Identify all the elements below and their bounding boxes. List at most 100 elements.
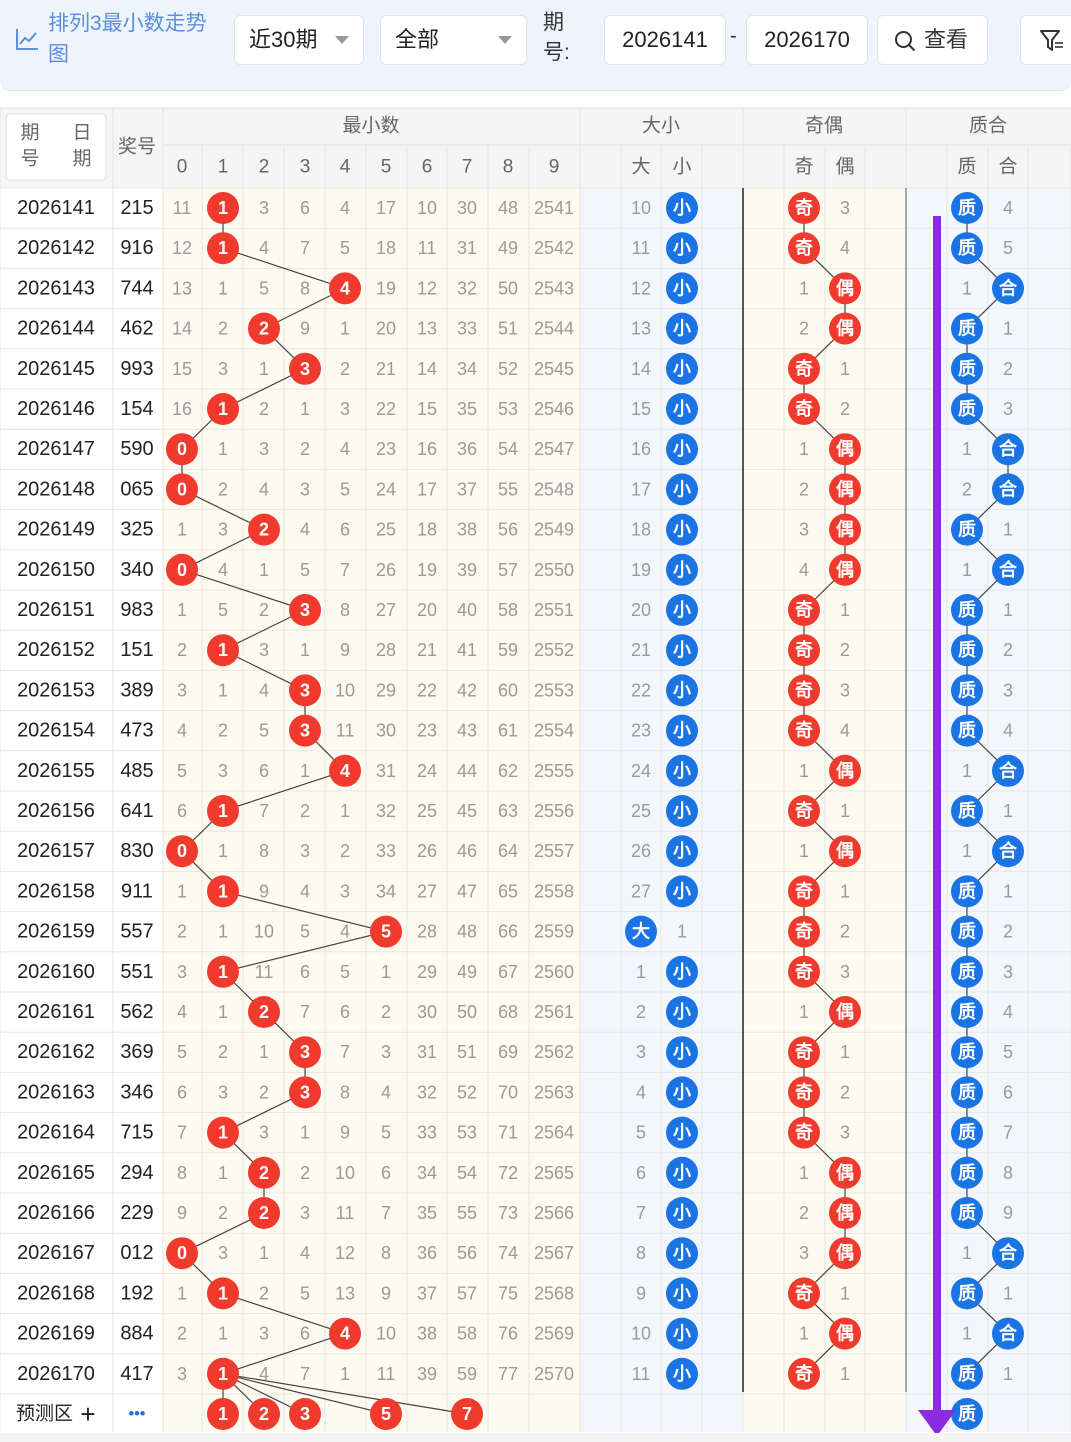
parity-ball bbox=[788, 1036, 820, 1069]
miss-count: 2548 bbox=[534, 479, 574, 499]
view-button[interactable]: 查看 bbox=[877, 15, 988, 65]
parity-ball-label: 奇 bbox=[795, 679, 813, 700]
prime-miss-count: 1 bbox=[1003, 520, 1013, 540]
miss-count: 3 bbox=[340, 399, 350, 419]
trend-line bbox=[222, 890, 387, 933]
size-ball-label: 小 bbox=[673, 1324, 691, 1344]
miss-count: 6 bbox=[300, 198, 310, 218]
trend-line bbox=[222, 1333, 346, 1375]
miss-count: 62 bbox=[498, 761, 518, 781]
miss-count: 3 bbox=[259, 1324, 269, 1344]
miss-count: 2559 bbox=[534, 922, 574, 942]
miss-count: 1 bbox=[340, 1364, 350, 1384]
issue-number: 2026158 bbox=[17, 880, 95, 902]
min-digit-ball bbox=[248, 996, 280, 1028]
issue-number: 2026157 bbox=[17, 840, 95, 862]
miss-count: 49 bbox=[498, 238, 518, 258]
miss-count: 2 bbox=[218, 1203, 228, 1223]
prediction-ball-label: 2 bbox=[259, 1404, 269, 1424]
miss-count: 33 bbox=[376, 841, 396, 861]
prime-col-header: 质 bbox=[957, 156, 976, 178]
miss-count: 27 bbox=[417, 881, 437, 901]
miss-count: 1 bbox=[177, 520, 187, 540]
parity-miss-count: 1 bbox=[840, 600, 850, 620]
more-icon[interactable]: ••• bbox=[129, 1406, 146, 1423]
miss-count: 6 bbox=[300, 962, 310, 982]
prime-miss-count: 1 bbox=[962, 841, 972, 861]
prime-ball-label: 合 bbox=[999, 760, 1018, 781]
miss-count: 55 bbox=[498, 479, 518, 499]
miss-count: 33 bbox=[457, 319, 477, 339]
miss-count: 2 bbox=[177, 640, 187, 660]
parity-ball bbox=[788, 192, 820, 224]
miss-count: 1 bbox=[340, 801, 350, 821]
parity-ball-label: 奇 bbox=[795, 1363, 813, 1384]
prime-ball bbox=[951, 513, 983, 546]
prime-ball bbox=[992, 754, 1024, 787]
prediction-ball bbox=[248, 1398, 280, 1430]
prize-number: 916 bbox=[120, 237, 153, 259]
miss-count: 53 bbox=[498, 399, 518, 419]
prime-ball-label: 质 bbox=[958, 922, 976, 942]
miss-count: 1 bbox=[381, 962, 391, 982]
date-col-header-1: 日 bbox=[72, 123, 91, 144]
miss-count: 2 bbox=[177, 922, 187, 942]
miss-count: 3 bbox=[259, 439, 269, 459]
min-digit-ball bbox=[329, 1317, 361, 1350]
miss-count: 1 bbox=[259, 1243, 269, 1263]
prime-ball-label: 合 bbox=[999, 1323, 1018, 1344]
size-ball bbox=[625, 915, 657, 948]
digit-col-header: 1 bbox=[218, 157, 229, 178]
parity-miss-count: 1 bbox=[840, 359, 850, 379]
miss-count: 50 bbox=[457, 1002, 477, 1022]
prize-number: 993 bbox=[120, 358, 153, 380]
prediction-ball-label: 5 bbox=[381, 1404, 391, 1424]
digit-col-header: 9 bbox=[549, 157, 560, 178]
miss-count: 4 bbox=[259, 238, 269, 258]
miss-count: 16 bbox=[172, 399, 192, 419]
parity-ball-label: 偶 bbox=[836, 760, 854, 781]
miss-count: 2546 bbox=[534, 399, 574, 419]
size-ball-label: 小 bbox=[673, 761, 691, 781]
prime-ball-label: 质 bbox=[958, 962, 976, 982]
parity-ball-label: 奇 bbox=[795, 921, 813, 942]
issue-to-input[interactable]: 2026170 bbox=[746, 15, 868, 65]
size-miss-count: 2 bbox=[636, 1002, 646, 1022]
miss-count: 2542 bbox=[534, 238, 574, 258]
min-digit-ball-label: 4 bbox=[340, 761, 350, 781]
type-select-value: 全部 bbox=[395, 27, 440, 52]
issue-number: 2026141 bbox=[17, 197, 95, 219]
miss-count: 4 bbox=[218, 560, 228, 580]
prediction-add-button[interactable]: + bbox=[80, 1399, 95, 1429]
prize-number: 340 bbox=[120, 559, 153, 581]
miss-count: 2545 bbox=[534, 359, 574, 379]
miss-count: 2553 bbox=[534, 680, 574, 700]
size-miss-count: 25 bbox=[631, 801, 651, 821]
parity-miss-count: 1 bbox=[840, 881, 850, 901]
miss-count: 3 bbox=[218, 1243, 228, 1263]
parity-miss-count: 4 bbox=[799, 560, 809, 580]
parity-miss-count: 3 bbox=[799, 1243, 809, 1263]
trend-line bbox=[222, 247, 346, 289]
prime-miss-count: 3 bbox=[1003, 680, 1013, 700]
miss-count: 10 bbox=[335, 680, 355, 700]
size-miss-count: 7 bbox=[636, 1203, 646, 1223]
filter-button[interactable] bbox=[1020, 15, 1071, 65]
parity-ball bbox=[788, 634, 820, 667]
prime-ball-label: 质 bbox=[958, 1002, 976, 1022]
range-select[interactable]: 近30期 bbox=[234, 15, 364, 65]
prime-ball bbox=[951, 312, 983, 345]
type-select[interactable]: 全部 bbox=[380, 15, 527, 65]
prime-ball bbox=[951, 955, 983, 988]
miss-count: 56 bbox=[457, 1243, 477, 1263]
size-ball bbox=[666, 594, 698, 626]
issue-from-input[interactable]: 2026141 bbox=[604, 15, 726, 65]
filter-icon bbox=[1040, 30, 1063, 51]
miss-count: 2 bbox=[381, 1002, 391, 1022]
miss-count: 11 bbox=[255, 962, 274, 982]
miss-count: 18 bbox=[376, 238, 396, 258]
miss-count: 42 bbox=[457, 680, 477, 700]
miss-count: 2 bbox=[300, 1163, 310, 1183]
miss-count: 52 bbox=[498, 359, 518, 379]
prize-number: 151 bbox=[120, 639, 153, 661]
